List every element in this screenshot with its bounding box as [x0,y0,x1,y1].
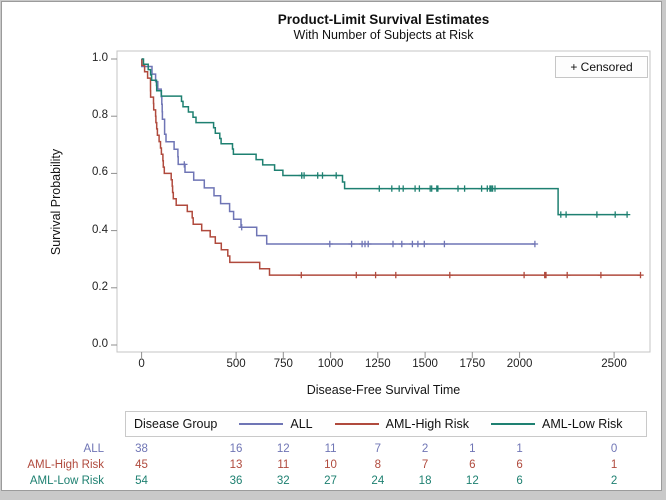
at-risk-value: 10 [324,459,337,471]
legend-item: AML-Low Risk [490,417,623,431]
legend-title: Disease Group [134,417,218,431]
x-tick-label: 1750 [459,358,486,370]
at-risk-value: 6 [469,459,476,471]
at-risk-value: 54 [135,475,148,487]
group-legend: Disease Group ALL AML-High Risk AML-Low Ri… [125,411,647,437]
x-tick-label: 0 [138,358,145,370]
figure-background [1,1,662,491]
y-tick-label: 0.6 [92,166,108,179]
at-risk-value: 8 [374,459,382,471]
survival-curve [141,58,535,245]
at-risk-value: 12 [465,475,479,487]
censored-legend: + Censored [555,56,648,78]
censor-marks [181,161,539,248]
at-risk-value: 45 [135,459,148,471]
legend-line-swatch [239,423,284,425]
legend-label: AML-Low Risk [541,417,623,431]
x-tick-label: 500 [226,358,246,370]
at-risk-value: 1 [610,459,618,471]
at-risk-row-label: AML-Low Risk [29,475,104,487]
at-risk-value: 18 [418,475,432,487]
x-tick-label: 750 [273,358,293,370]
x-tick-label: 1500 [412,358,438,370]
x-tick-label: 1250 [365,358,391,370]
at-risk-value: 24 [371,475,385,487]
chart-title: Product-Limit Survival Estimates [277,12,490,27]
at-risk-value: 6 [516,475,523,487]
legend-line-swatch [490,423,535,425]
censor-marks [298,172,631,218]
x-tick-label: 2000 [506,358,533,370]
at-risk-value: 2 [421,443,429,455]
legend-item: AML-High Risk [334,417,469,431]
x-axis-title: Disease-Free Survival Time [306,383,461,397]
plot-frame [116,50,651,353]
y-tick-label: 0.8 [92,109,108,122]
y-tick-label: 0.0 [92,337,108,350]
at-risk-value: 16 [229,443,243,455]
legend-items: ALL AML-High Risk AML-Low Risk [217,417,623,431]
at-risk-value: 6 [516,459,523,471]
survival-curve [141,58,628,216]
at-risk-value: 0 [610,443,618,455]
x-tick-label: 2500 [601,358,627,370]
legend-line-swatch [334,423,379,425]
y-axis-title: Survival Probability [49,148,63,256]
chart-subtitle: With Number of Subjects at Risk [293,28,474,42]
legend-label: ALL [290,417,313,431]
at-risk-value: 11 [277,459,290,471]
at-risk-value: 32 [276,475,290,487]
at-risk-value: 13 [229,459,243,471]
x-tick-label: 1000 [317,358,344,370]
survival-curve [141,58,641,276]
legend-label: AML-High Risk [385,417,469,431]
at-risk-value: 2 [610,475,618,487]
at-risk-value: 7 [374,443,382,455]
at-risk-value: 1 [469,443,476,455]
at-risk-value: 1 [516,443,523,455]
at-risk-value: 12 [276,443,290,455]
censor-marks [298,271,644,279]
at-risk-row-label: AML-High Risk [27,459,104,471]
at-risk-value: 38 [135,443,148,455]
at-risk-value: 36 [229,475,243,487]
y-tick-label: 0.2 [92,280,108,293]
at-risk-value: 7 [421,459,429,471]
at-risk-value: 11 [324,443,337,455]
y-tick-label: 0.4 [92,223,108,236]
y-tick-label: 1.0 [92,52,108,64]
at-risk-row-label: ALL [83,443,104,455]
at-risk-value: 27 [324,475,337,487]
legend-item: ALL [239,417,313,431]
